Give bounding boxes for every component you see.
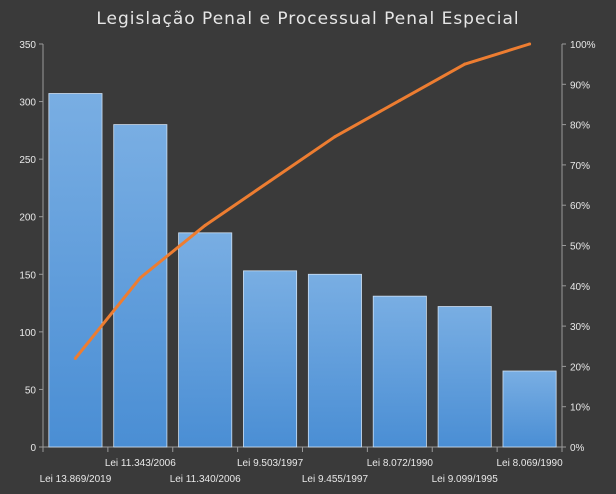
bar: [307, 273, 362, 448]
bar: [372, 295, 427, 448]
right-tick-label: 40%: [570, 282, 590, 293]
right-tick-label: 60%: [570, 201, 590, 212]
right-tick-label: 80%: [570, 121, 590, 132]
cumulative-line: [73, 42, 532, 360]
line-point: [398, 98, 402, 102]
right-tick-label: 30%: [570, 322, 590, 333]
left-tick-label: 50: [25, 385, 37, 396]
category-label: Lei 9.099/1995: [432, 474, 499, 485]
bar-series: [48, 93, 557, 448]
left-tick-label: 150: [19, 270, 36, 281]
category-label: Lei 11.343/2006: [105, 458, 176, 469]
left-tick-label: 200: [19, 213, 36, 224]
category-label: Lei 9.503/1997: [237, 458, 304, 469]
category-label: Lei 13.869/2019: [40, 474, 112, 485]
category-label: Lei 8.072/1990: [367, 458, 434, 469]
bar: [178, 232, 233, 448]
bar: [113, 124, 168, 448]
left-axis-ticks: 0 50 100 150 200 250 300 350: [19, 40, 43, 454]
left-tick-label: 300: [19, 98, 36, 109]
right-tick-label: 50%: [570, 242, 590, 253]
line-point: [138, 276, 142, 280]
category-labels: Lei 13.869/2019 Lei 11.343/2006 Lei 11.340…: [40, 458, 564, 485]
right-axis-ticks: 0% 10% 20% 30% 40% 50% 60% 70% 80% 90% 100%: [562, 40, 596, 454]
left-tick-label: 250: [19, 155, 36, 166]
bar: [243, 270, 298, 448]
right-tick-label: 10%: [570, 403, 590, 414]
left-tick-label: 350: [19, 40, 36, 51]
left-tick-label: 0: [30, 443, 36, 454]
line-point: [203, 223, 207, 227]
bar: [48, 93, 103, 448]
right-tick-label: 90%: [570, 80, 590, 91]
left-tick-label: 100: [19, 328, 36, 339]
right-tick-label: 100%: [570, 40, 596, 51]
bar: [502, 370, 557, 448]
category-label: Lei 8.069/1990: [496, 458, 563, 469]
line-point: [463, 62, 467, 66]
chart-title: Legislação Penal e Processual Penal Espe…: [96, 9, 519, 29]
line-point: [268, 179, 272, 183]
line-point: [528, 42, 532, 46]
bar: [437, 306, 492, 448]
right-tick-label: 0%: [570, 443, 585, 454]
cumulative-line-series: [73, 42, 532, 360]
category-label: Lei 9.455/1997: [302, 474, 369, 485]
line-point: [333, 135, 337, 139]
right-tick-label: 70%: [570, 161, 590, 172]
category-label: Lei 11.340/2006: [170, 474, 241, 485]
right-tick-label: 20%: [570, 362, 590, 373]
line-point: [73, 356, 77, 360]
